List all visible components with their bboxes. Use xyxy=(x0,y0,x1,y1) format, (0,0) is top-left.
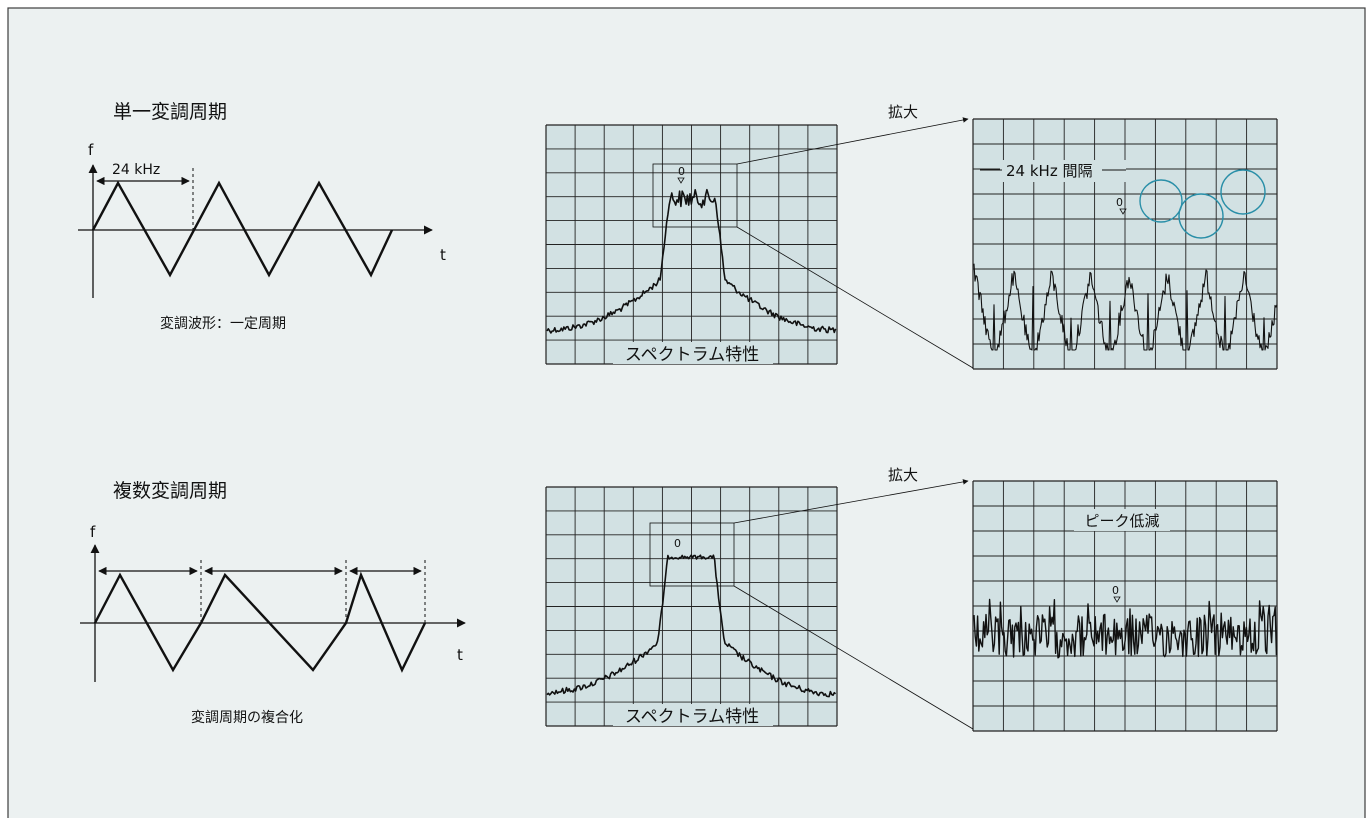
multiple-zoom-annotation: ピーク低減 xyxy=(1084,512,1159,530)
single-spectrum-trace xyxy=(546,188,837,334)
single-period-section: 単一変調周期 f t 24 kHz 変調波形：一定周期 0 スペクトラム特性 拡… xyxy=(78,101,1278,370)
multiple-zoom-trace xyxy=(973,598,1278,659)
multiple-period-section: 複数変調周期 f t 変調周期の複合化 0 スペクトラム特性 拡大 xyxy=(80,466,1278,732)
multiple-zoom-zero-marker-label: 0 xyxy=(1112,584,1119,597)
multiple-waveform-chart: f t xyxy=(80,523,466,682)
peak-highlight-circle-1 xyxy=(1139,179,1183,223)
multiple-zoom-panel: ピーク低減 0 xyxy=(972,480,1278,732)
multiple-f-axis-label: f xyxy=(90,523,96,541)
multiple-zoom-line-top xyxy=(733,479,969,524)
single-zoom-line-bottom xyxy=(736,226,974,369)
single-spectrum-panel: 0 スペクトラム特性 xyxy=(545,124,838,365)
multiple-spectrum-trace xyxy=(546,554,837,698)
single-zoom-region xyxy=(652,163,738,228)
single-zero-marker-label: 0 xyxy=(678,165,685,178)
single-zoom-annotation: 24 kHz 間隔 xyxy=(1006,162,1092,180)
single-zoom-zero-marker-icon xyxy=(1119,208,1127,215)
multiple-zoom-label: 拡大 xyxy=(888,466,918,484)
peak-highlight-circle-2 xyxy=(1178,193,1224,239)
multiple-zoom-line-bottom xyxy=(733,585,974,730)
single-period-title: 単一変調周期 xyxy=(113,101,227,123)
multiple-period-title: 複数変調周期 xyxy=(113,480,227,502)
single-spectrum-grid xyxy=(545,124,838,365)
multiple-t-axis-label: t xyxy=(457,646,463,664)
single-waveform-caption: 変調波形：一定周期 xyxy=(160,315,286,332)
single-waveform-chart: f t 24 kHz xyxy=(78,141,446,298)
multiple-spectrum-panel: 0 スペクトラム特性 xyxy=(545,486,838,727)
peak-highlight-circle-3 xyxy=(1220,169,1266,215)
single-zoom-grid xyxy=(972,118,1278,370)
single-spectrum-caption: スペクトラム特性 xyxy=(625,345,759,365)
single-zoom-panel: 24 kHz 間隔 0 xyxy=(972,118,1278,370)
single-triangle-wave xyxy=(91,180,394,278)
multiple-zoom-region xyxy=(649,522,735,587)
single-zoom-line-top xyxy=(736,117,969,165)
single-period-label: 24 kHz xyxy=(112,162,160,178)
single-zoom-zero-marker-label: 0 xyxy=(1116,196,1123,209)
multiple-triangle-wave xyxy=(93,571,427,673)
multiple-zero-marker-label: 0 xyxy=(674,537,681,550)
multiple-spectrum-grid xyxy=(545,486,838,727)
single-f-axis-label: f xyxy=(88,141,94,159)
single-zoom-label: 拡大 xyxy=(888,103,918,121)
single-zoom-trace xyxy=(973,263,1278,351)
multiple-waveform-caption: 変調周期の複合化 xyxy=(191,709,303,726)
multiple-zoom-zero-marker-icon xyxy=(1113,596,1121,603)
single-t-axis-label: t xyxy=(440,246,446,264)
single-zero-marker-icon xyxy=(677,177,685,184)
multiple-spectrum-caption: スペクトラム特性 xyxy=(625,707,759,727)
